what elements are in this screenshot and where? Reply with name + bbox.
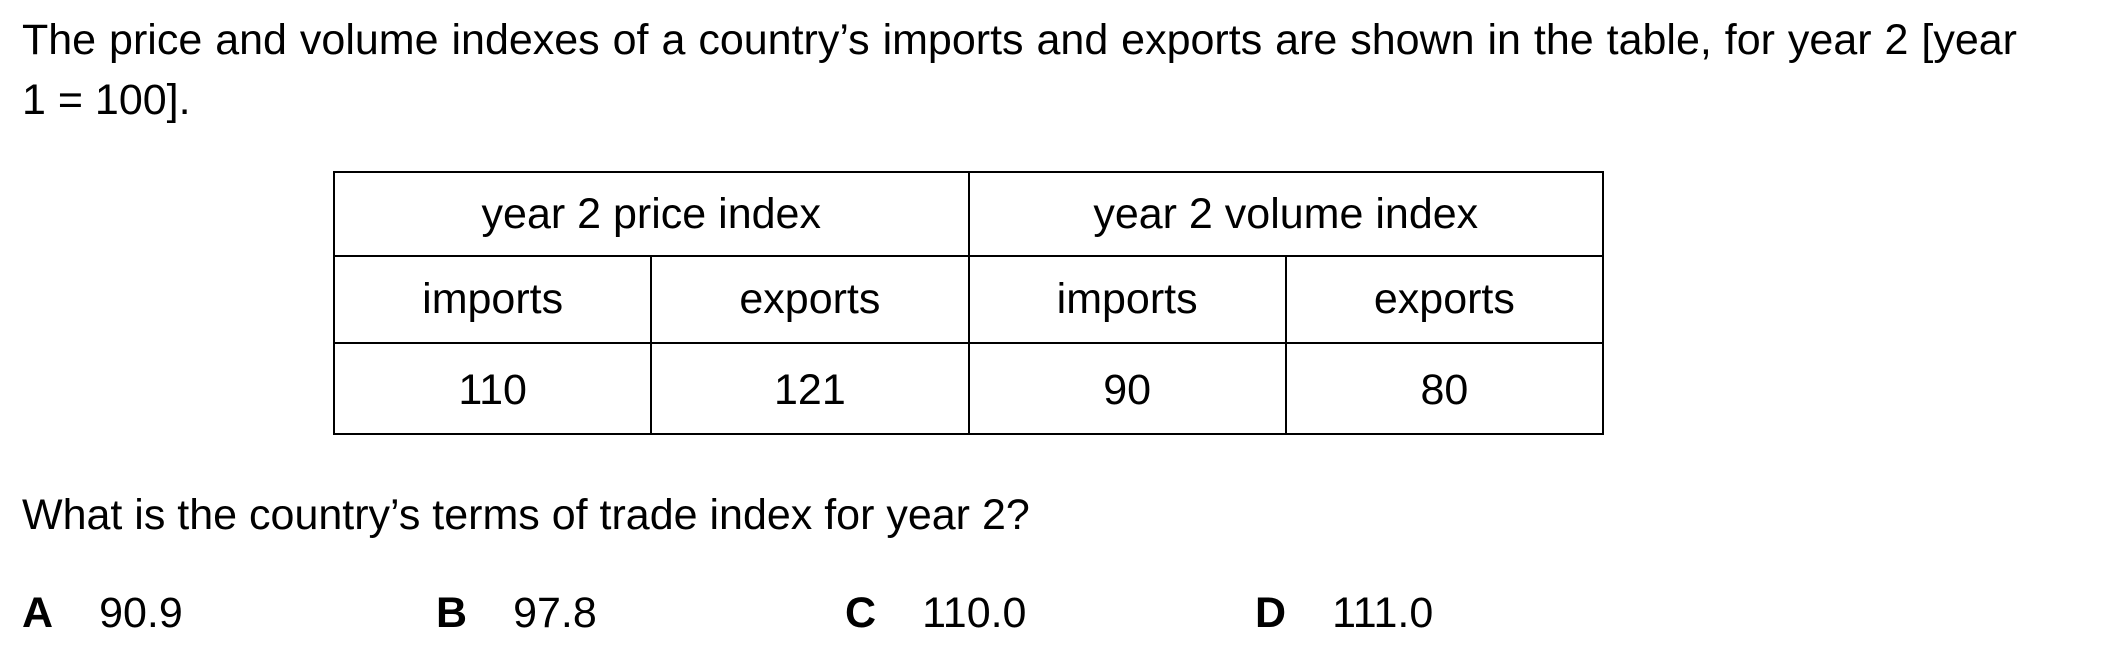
answer-options: A 90.9 B 97.8 C 110.0 D 111.0 [22,583,1822,643]
option-c[interactable]: C 110.0 [845,583,1026,643]
price-imports-header: imports [332,255,653,344]
option-a[interactable]: A 90.9 [22,583,183,643]
volume-imports-header: imports [967,255,1287,344]
option-d-value: 111.0 [1332,589,1434,637]
option-b-letter: B [436,589,468,637]
table-header-row: year 2 price index year 2 volume index [333,171,1604,257]
table-row: 110 121 90 80 [332,342,1605,435]
price-imports-value: 110 [332,342,653,435]
option-d-letter: D [1255,589,1287,637]
option-b-value: 97.8 [513,589,597,637]
price-index-header: year 2 price index [333,171,970,257]
volume-imports-value: 90 [967,342,1287,435]
price-exports-value: 121 [650,342,970,435]
question-text: What is the country’s terms of trade ind… [22,491,1030,539]
option-c-value: 110.0 [922,589,1027,637]
volume-index-header: year 2 volume index [967,171,1604,257]
table-subheader-row: imports exports imports exports [332,255,1605,344]
question-intro: The price and volume indexes of a countr… [22,16,2017,124]
option-a-value: 90.9 [99,589,183,637]
option-c-letter: C [845,589,877,637]
volume-exports-value: 80 [1284,342,1605,435]
option-b[interactable]: B 97.8 [436,583,597,643]
option-a-letter: A [22,589,54,637]
volume-exports-header: exports [1284,255,1605,344]
index-table: year 2 price index year 2 volume index i… [332,171,1605,435]
option-d[interactable]: D 111.0 [1255,583,1433,643]
price-exports-header: exports [650,255,970,344]
